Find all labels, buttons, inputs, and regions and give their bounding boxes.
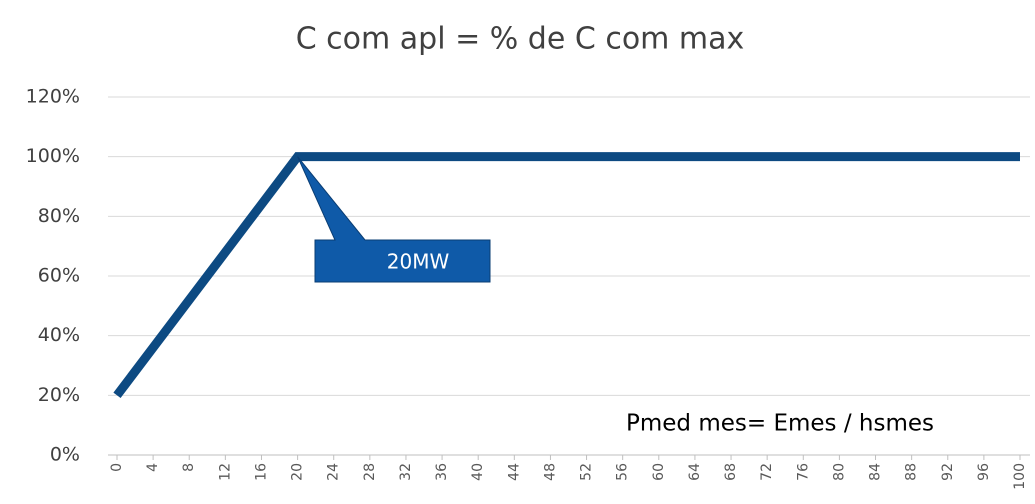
callout: [297, 156, 491, 283]
y-tick-label: 80%: [38, 205, 80, 227]
y-tick-label: 120%: [26, 86, 80, 108]
y-tick-label: 100%: [26, 145, 80, 167]
x-tick-label: 32: [398, 463, 414, 481]
x-tick-label: 96: [976, 463, 992, 481]
x-tick-label: 72: [759, 463, 775, 481]
chart-title: C com apl = % de C com max: [296, 22, 745, 57]
x-tick-label: 40: [470, 463, 486, 481]
x-tick-label: 12: [217, 463, 233, 481]
x-tick-label: 88: [904, 463, 920, 481]
x-tick-label: 48: [542, 463, 558, 481]
y-tick-label: 0%: [50, 444, 80, 466]
x-tick-label: 80: [831, 463, 847, 481]
x-tick-label: 76: [795, 463, 811, 481]
y-tick-label: 20%: [38, 384, 80, 406]
x-tick-label: 0: [109, 463, 125, 472]
y-tick-label: 60%: [38, 265, 80, 287]
x-tick-label: 28: [362, 463, 378, 481]
x-tick-label: 36: [434, 463, 450, 481]
callout-label: 20MW: [387, 250, 450, 274]
x-tick-label: 24: [326, 463, 342, 481]
x-tick-label: 8: [181, 463, 197, 472]
x-tick-label: 44: [506, 463, 522, 481]
x-tick-label: 100: [1012, 463, 1028, 490]
x-tick-label: 84: [868, 463, 884, 481]
annotation: Pmed mes= Emes / hsmes: [626, 411, 934, 437]
x-tick-label: 16: [253, 463, 269, 481]
x-tick-label: 56: [615, 463, 631, 481]
x-tick-label: 92: [940, 463, 956, 481]
x-tick-label: 52: [579, 463, 595, 481]
y-tick-label: 40%: [38, 324, 80, 346]
x-tick-label: 68: [723, 463, 739, 481]
x-tick-label: 64: [687, 463, 703, 481]
x-tick-label: 20: [290, 463, 306, 481]
x-tick-label: 60: [651, 463, 667, 481]
x-tick-label: 4: [145, 463, 161, 472]
